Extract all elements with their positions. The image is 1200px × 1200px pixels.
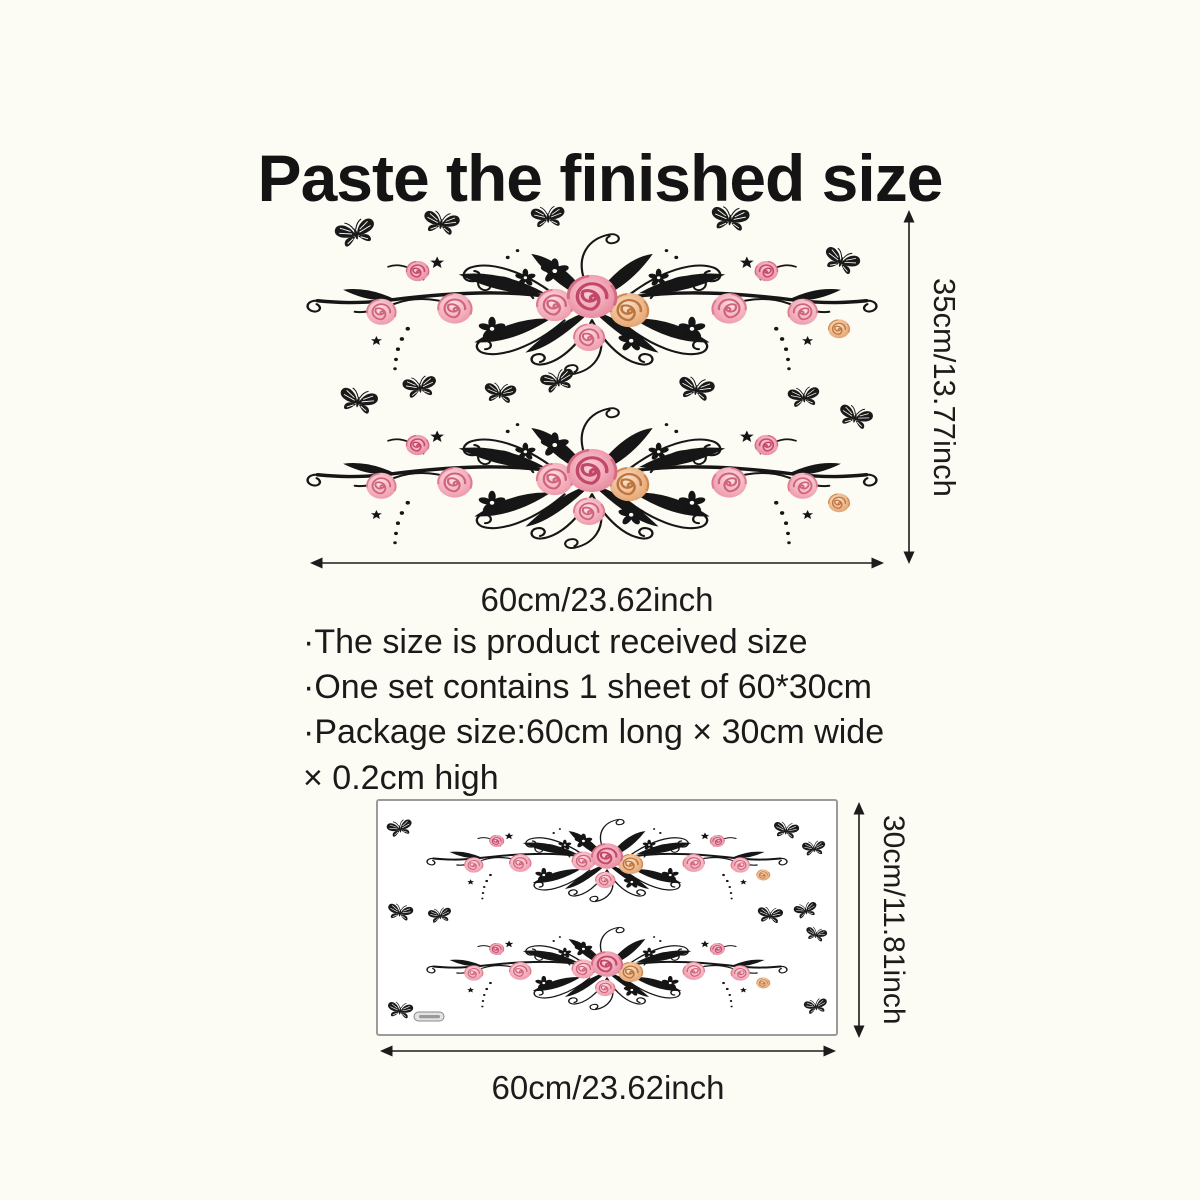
height-dimension-arrow <box>853 802 865 1038</box>
floral-garland <box>308 408 877 548</box>
package-width-dimension: 60cm/23.62inch <box>378 1040 838 1107</box>
package-sheet-image <box>376 799 838 1036</box>
butterfly-icon <box>802 997 829 1016</box>
note-line: × 0.2cm high <box>303 758 499 797</box>
width-dimension-arrow <box>310 557 884 569</box>
size-notes: ·The size is product received size ·One … <box>303 620 884 801</box>
butterfly-icon <box>386 1000 415 1020</box>
note-line: ·Package size:60cm long × 30cm wide <box>303 713 885 752</box>
package-width-label: 60cm/23.62inch <box>491 1069 725 1106</box>
butterfly-icon <box>483 381 518 405</box>
floral-garland <box>427 927 787 1009</box>
butterfly-icon <box>792 900 819 920</box>
butterfly-icon <box>676 374 717 403</box>
note-line: ·The size is product received size <box>303 623 808 661</box>
butterfly-icon <box>332 215 379 250</box>
note-line: ·One set contains 1 sheet of 60*30cm <box>303 668 872 707</box>
butterfly-icon <box>756 905 784 925</box>
butterfly-icon <box>772 820 801 840</box>
butterfly-icon <box>386 902 415 922</box>
finished-width-label: 60cm/23.62inch <box>480 581 714 618</box>
finished-height-label: 35cm/13.77inch <box>927 277 962 497</box>
width-dimension-arrow <box>380 1045 836 1057</box>
finished-height-dimension: 35cm/13.77inch <box>898 208 962 566</box>
height-dimension-arrow <box>903 210 915 564</box>
butterfly-icon <box>385 817 415 839</box>
package-sheet-artwork <box>385 817 829 1022</box>
page-title: Paste the finished size <box>257 141 944 216</box>
butterfly-icon <box>538 366 577 395</box>
butterfly-icon <box>421 208 462 237</box>
butterfly-icon <box>820 244 863 278</box>
butterfly-icon <box>709 204 751 233</box>
package-height-label: 30cm/11.81inch <box>877 815 910 1025</box>
butterfly-icon <box>835 402 875 432</box>
butterfly-icon <box>786 385 821 409</box>
butterfly-icon <box>529 205 566 229</box>
finished-size-artwork <box>298 204 886 564</box>
butterfly-icon <box>336 385 380 416</box>
floral-garland <box>427 819 787 901</box>
butterfly-icon <box>804 925 829 943</box>
package-height-dimension: 30cm/11.81inch <box>848 800 910 1040</box>
product-code-badge <box>413 1011 445 1022</box>
butterfly-icon <box>801 839 827 857</box>
finished-width-dimension: 60cm/23.62inch <box>308 552 886 619</box>
butterfly-icon <box>427 906 453 924</box>
butterfly-icon <box>401 374 439 400</box>
floral-garland <box>308 234 877 374</box>
